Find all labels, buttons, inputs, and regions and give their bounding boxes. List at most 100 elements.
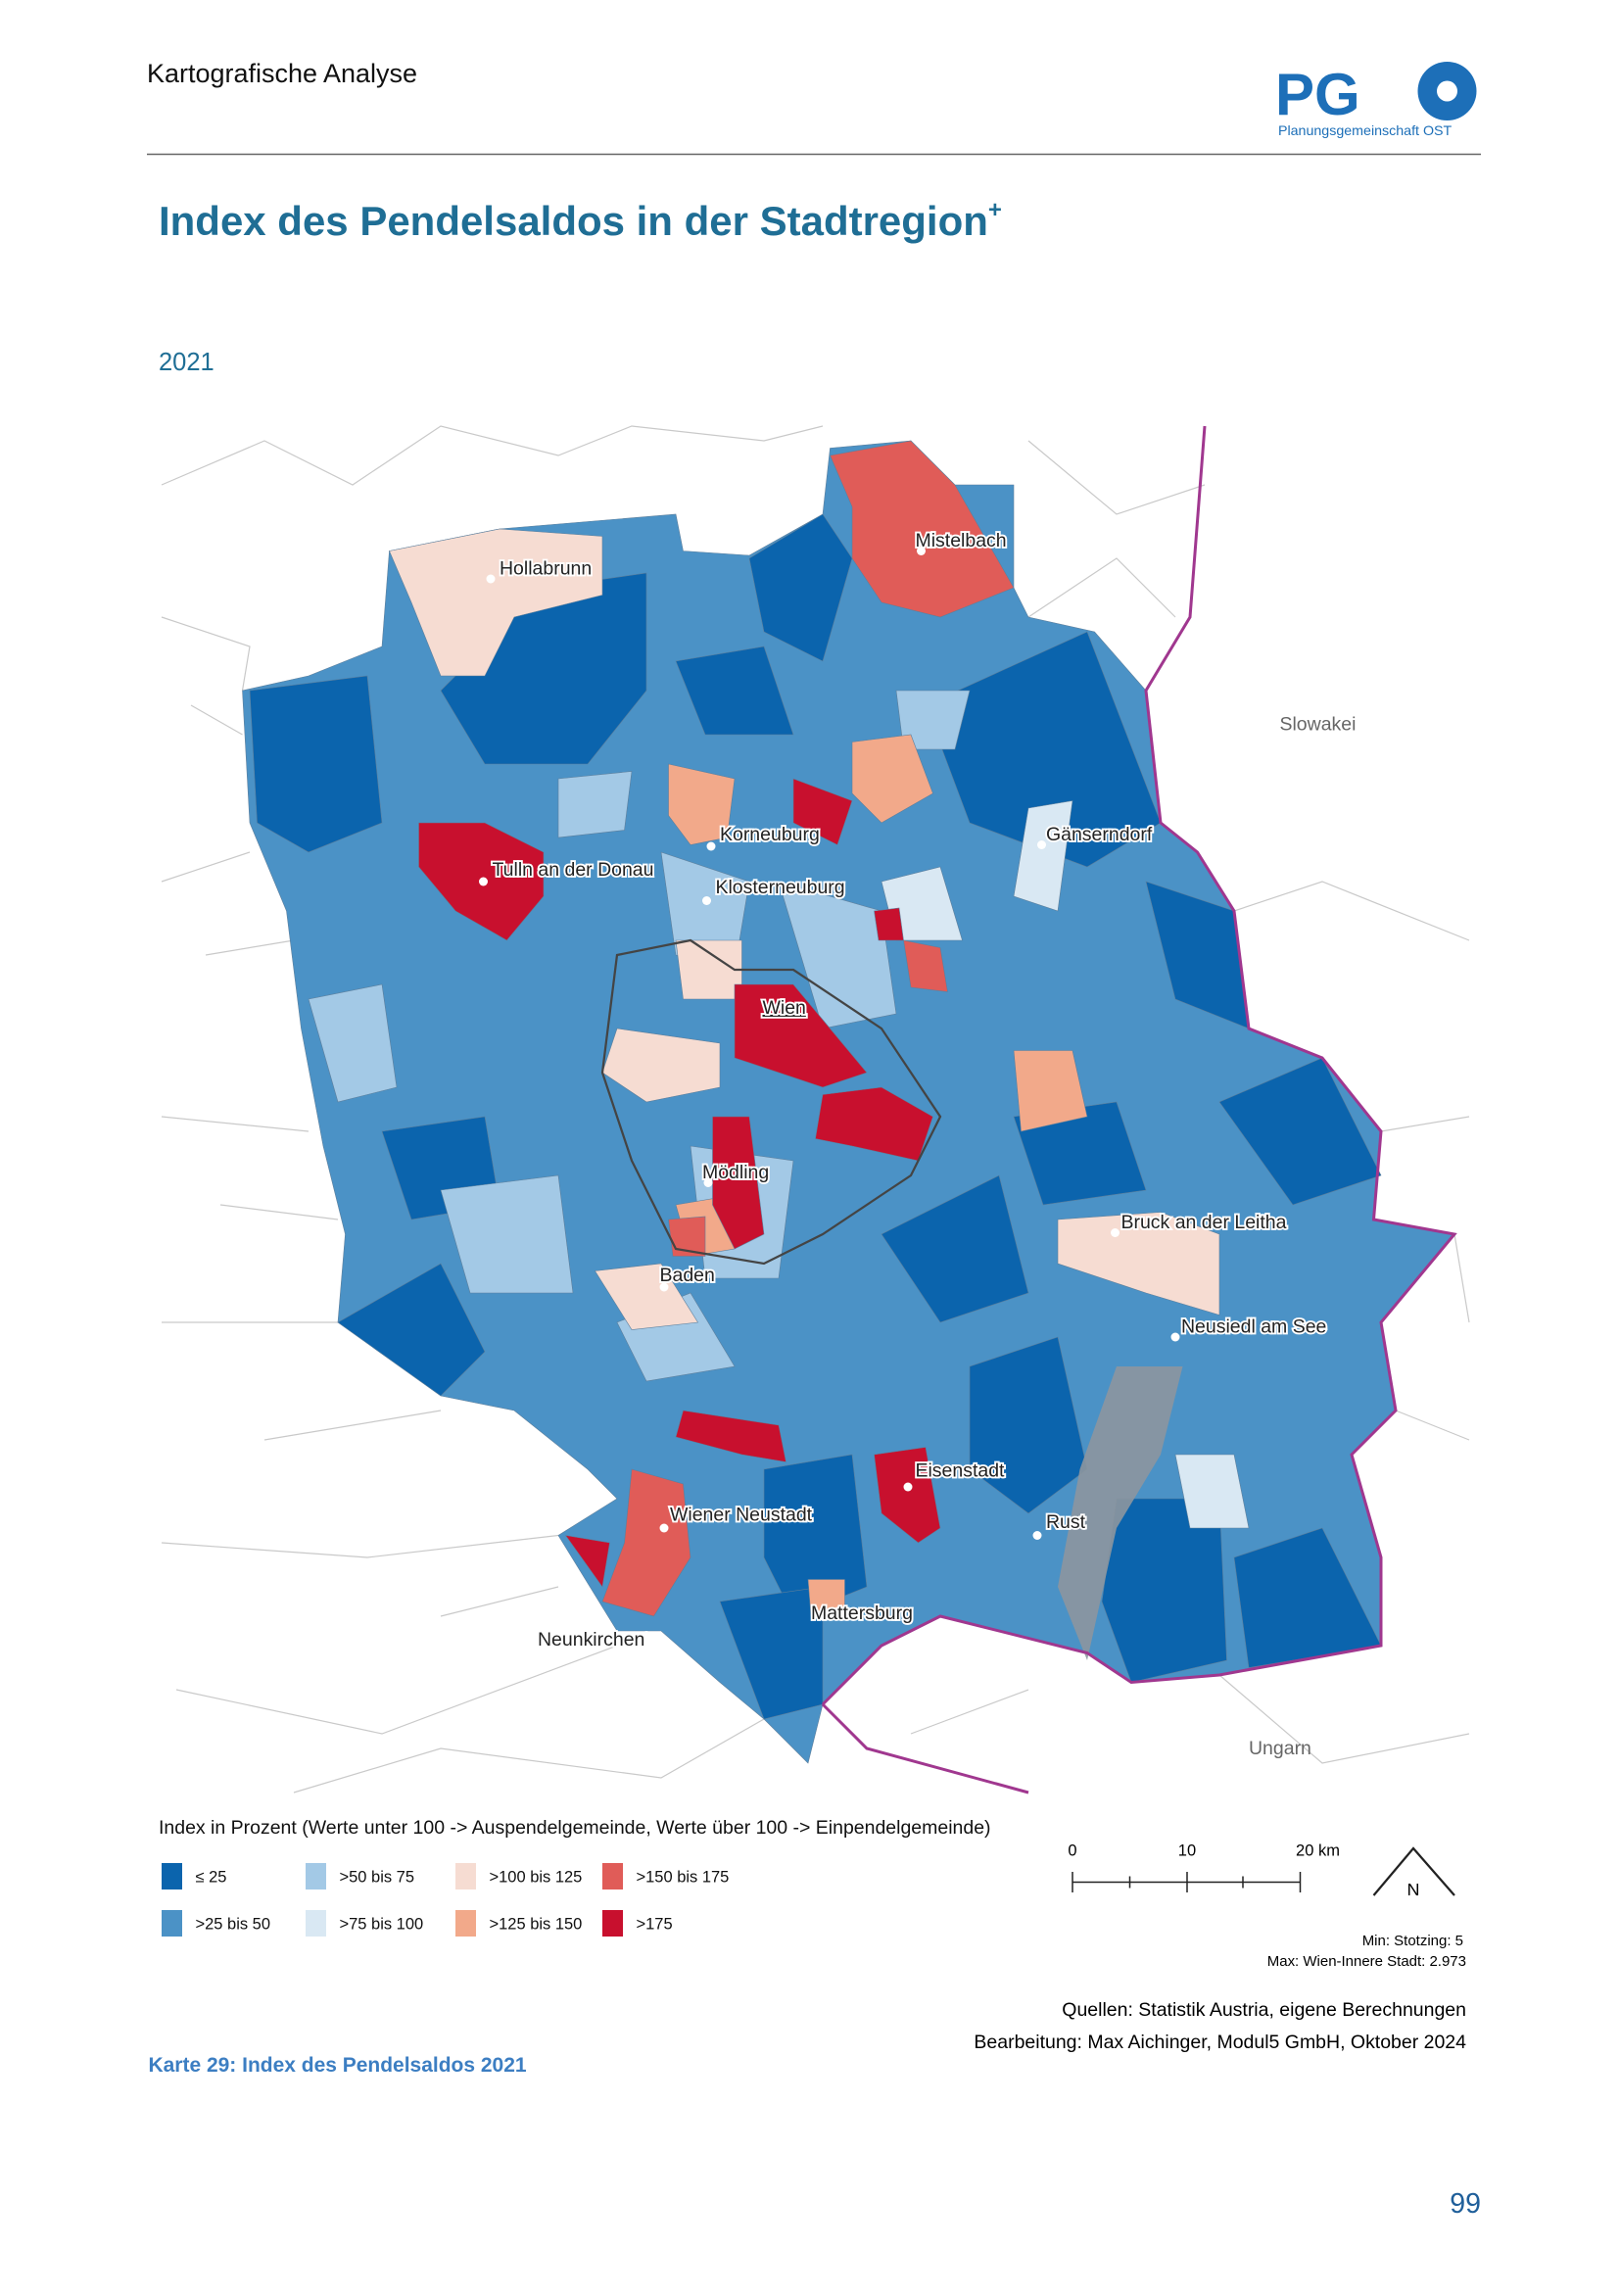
municipality [925,631,1162,868]
legend-label: >25 bis 50 [195,1916,270,1934]
municipality [1013,800,1073,912]
municipality [903,939,948,992]
state-border [821,1702,1029,1794]
section-header: Kartografische Analyse [147,59,417,88]
municipality [389,528,603,677]
country-label: Slowakei [1279,714,1356,736]
municipality [675,646,794,736]
place-dot [1110,1228,1120,1238]
municipality [1174,1454,1250,1529]
legend-label: ≤ 25 [195,1869,226,1887]
north-label: N [1406,1880,1419,1899]
municipalities [249,440,1382,1720]
municipality [792,778,853,845]
municipality [440,1174,574,1294]
year-label: 2021 [159,349,214,376]
municipality [748,513,853,662]
title-text: Index des Pendelsaldos in der Stadtregio… [159,198,988,244]
legend-swatch [601,1910,623,1937]
place-label: Hollabrunn [500,558,592,580]
vienna-boundary [600,938,942,1266]
place-label: Wien [762,997,805,1019]
lake-neusiedl [1057,1366,1183,1661]
scale-label: 0 [1068,1842,1076,1860]
legend-swatch [305,1910,326,1937]
place-dot [659,1523,669,1533]
page-title: Index des Pendelsaldos in der Stadtregio… [159,197,1002,244]
place-labels: Mistelbach Hollabrunn Korneuburg Tulln a… [478,528,1356,1759]
municipality [874,1447,941,1544]
max-stat: Max: Wien-Innere Stadt: 2.973 [1267,1953,1466,1970]
place-dot [818,1611,828,1621]
place-dot [486,574,496,584]
map: Mistelbach Hollabrunn Korneuburg Tulln a… [158,418,1470,1800]
legend-label: >50 bis 75 [339,1869,414,1887]
place-label: Tulln an der Donau [492,859,653,881]
source-line: Bearbeitung: Max Aichinger, Modul5 GmbH,… [974,2032,1466,2053]
municipality [734,983,868,1088]
source-line: Quellen: Statistik Austria, eigene Berec… [1062,1999,1466,2021]
place-dot [903,1482,913,1492]
place-dot [1170,1332,1180,1342]
municipality [830,440,1015,618]
place-label: Eisenstadt [915,1460,1005,1482]
legend-swatch [161,1863,182,1890]
country-label: Ungarn [1249,1738,1311,1759]
scale-line [1072,1872,1302,1893]
logo-subtitle: Planungsgemeinschaft OST [1278,123,1453,139]
min-stat: Min: Stotzing: 5 [1362,1933,1463,1949]
municipality [969,1336,1088,1514]
legend-swatch [454,1863,476,1890]
municipality [337,1263,486,1397]
legend-swatch [305,1863,326,1890]
place-label: Rust [1046,1511,1086,1533]
place-dot [701,896,711,906]
logo-icon-center [1436,80,1457,102]
place-label: Mödling [702,1162,769,1183]
municipality [675,939,742,1000]
municipality [1013,1050,1088,1132]
municipality [564,1535,610,1588]
scale-label: 10 [1178,1842,1196,1860]
municipality [675,1410,786,1462]
place-dot [642,1631,651,1641]
surrounding-boundaries [161,425,1470,1794]
place-label: Mattersburg [811,1602,913,1624]
page-number: 99 [1450,2188,1481,2220]
legend-label: >75 bis 100 [339,1916,423,1934]
municipality [308,983,398,1103]
municipality [601,1468,691,1617]
place-label: Korneuburg [720,824,820,845]
scale-label: 20 km [1296,1842,1340,1860]
municipality [807,1579,845,1617]
municipality [712,1116,765,1250]
place-dot [916,547,926,556]
municipality [1218,1057,1382,1206]
north-arrow [1372,1846,1455,1896]
municipality [249,675,383,853]
legend-label: >100 bis 125 [489,1869,582,1887]
title-superscript: + [988,197,1002,223]
legend-label: >175 [636,1916,672,1934]
place-label: Bruck an der Leitha [1120,1212,1286,1233]
legend-label: >150 bis 175 [636,1869,729,1887]
place-label: Klosterneuburg [715,877,844,898]
legend-swatch [454,1910,476,1937]
legend-label: >125 bis 150 [489,1916,582,1934]
municipality [668,763,736,845]
logo: PG Planungsgemeinschaft OST [1275,62,1477,139]
place-label: Baden [659,1265,714,1286]
place-dot [1032,1531,1042,1541]
municipality [874,907,904,941]
scale-bar: 0 10 20 km N [1068,1842,1455,1899]
place-dot [478,877,488,886]
place-label: Neusiedl am See [1181,1316,1326,1338]
municipality [1057,1212,1220,1315]
municipality [668,1216,706,1257]
municipality [601,1028,721,1103]
place-dot [659,1282,669,1292]
figure-caption: Karte 29: Index des Pendelsaldos 2021 [148,2054,526,2077]
municipality [557,771,633,838]
state-border [821,425,1457,1706]
